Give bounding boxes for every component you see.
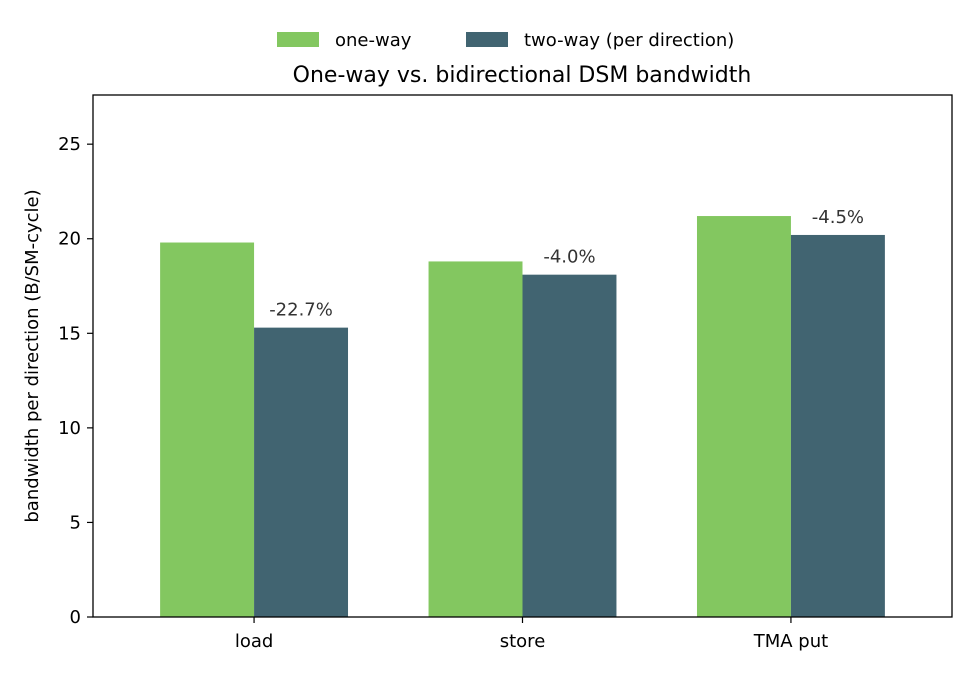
bar-one-way-store [428,261,523,617]
legend-swatch-two-way [466,32,508,47]
bar-two-way-store [522,274,617,617]
bars [160,216,885,618]
annotations: -22.7% -4.0% -4.5% [269,207,864,321]
x-axis-ticks: load store TMA put [235,617,828,652]
legend-label-two-way: two-way (per direction) [524,30,734,51]
y-axis-title: bandwidth per direction (B/SM-cycle) [22,189,43,522]
bar-one-way-tma-put [696,216,791,618]
bar-two-way-tma-put [790,234,885,617]
bar-two-way-load [254,327,349,617]
y-tick-label: 10 [58,418,81,439]
y-tick-label: 15 [58,323,81,344]
bar-one-way-load [160,242,255,618]
annotation-tma-put: -4.5% [812,207,864,228]
y-axis-ticks: 0 5 10 15 20 25 [58,134,93,628]
chart-title: One-way vs. bidirectional DSM bandwidth [293,63,752,88]
y-tick-label: 0 [70,607,81,628]
y-tick-label: 20 [58,229,81,250]
y-tick-label: 25 [58,134,81,155]
legend-swatch-one-way [277,32,319,47]
x-tick-label: store [500,631,546,652]
legend: one-way two-way (per direction) [277,30,734,51]
plot-frame [92,94,953,618]
x-tick-label: load [235,631,273,652]
annotation-store: -4.0% [543,247,595,268]
annotation-load: -22.7% [269,300,333,321]
y-tick-label: 5 [70,512,81,533]
x-tick-label: TMA put [753,631,828,652]
legend-label-one-way: one-way [335,30,412,51]
